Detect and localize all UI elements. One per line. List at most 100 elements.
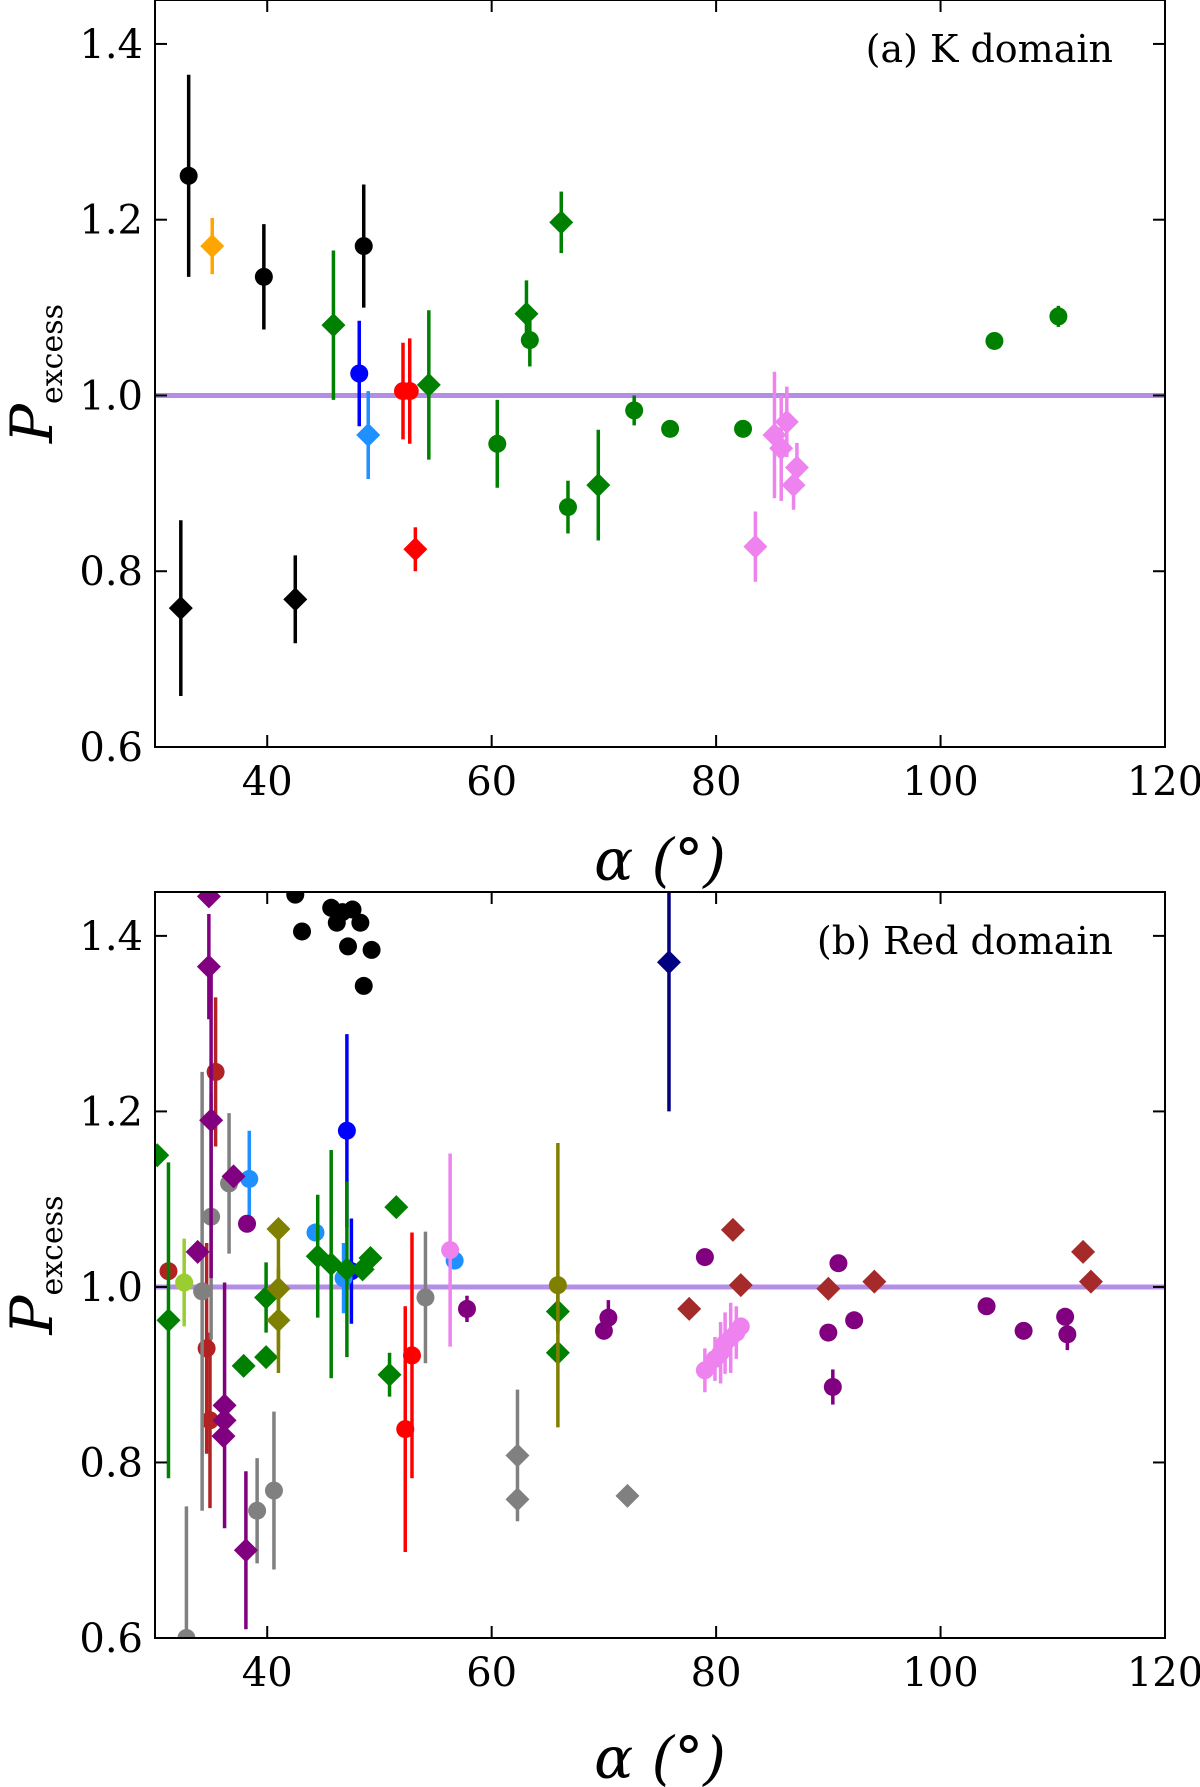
panel-b-point-66 — [211, 1424, 236, 1449]
panel-a-marker-23 — [1049, 307, 1068, 326]
panel-b-point-77 — [845, 1311, 864, 1330]
panel-b-point-89 — [731, 1317, 750, 1336]
panel-b-axes-frame — [154, 891, 1166, 1639]
panel-b-marker-29 — [396, 1420, 415, 1439]
panel-b-marker-49 — [548, 1276, 567, 1295]
panel-a-marker-6 — [350, 364, 369, 383]
panel-b-marker-50 — [177, 1629, 196, 1638]
panel-b-point-81 — [1058, 1318, 1077, 1351]
panel-a-marker-13 — [488, 434, 507, 453]
panel-b-point-9 — [354, 976, 373, 995]
panel-a-marker-11 — [321, 313, 346, 338]
panel-a-y-tick-label-3: 1.2 — [79, 198, 143, 244]
panel-a-point-13 — [488, 399, 507, 488]
panel-a-y-tick-label-0: 0.6 — [79, 725, 143, 771]
panel-b-marker-61 — [196, 954, 221, 979]
panel-b-marker-76 — [829, 1254, 848, 1273]
panel-k-domain: 40 60 80 100 120 0.6 0.8 1.0 1.2 1.4 (a) K domain… — [0, 0, 1200, 894]
panel-b-marker-9 — [354, 976, 373, 995]
panel-b-point-2 — [293, 922, 312, 941]
panel-a-point-21 — [734, 419, 753, 438]
panel-a-marker-20 — [661, 419, 680, 438]
panel-b-marker-82 — [441, 1241, 460, 1260]
panel-a-axes-frame — [154, 0, 1166, 748]
panel-b-marker-68 — [238, 1214, 257, 1233]
panel-red-domain: 40 60 80 100 120 0.6 0.8 1.0 1.2 1.4 (b) Red doma… — [0, 891, 1200, 1787]
panel-b-point-29 — [396, 1306, 415, 1552]
panel-b-point-67 — [221, 1164, 246, 1189]
panel-a-marker-18 — [586, 473, 611, 498]
panel-a-marker-4 — [283, 587, 308, 612]
panel-a-y-axis-symbol: P — [0, 403, 66, 444]
panel-b-marker-30 — [402, 1346, 421, 1365]
panel-b-marker-6 — [339, 937, 358, 956]
panel-a-point-19 — [625, 395, 644, 426]
panel-b-point-69 — [233, 1471, 258, 1630]
panel-b-marker-72 — [599, 1308, 618, 1327]
panel-b-point-0 — [265, 892, 270, 893]
panel-b-marker-63 — [185, 1239, 210, 1264]
panel-a-marker-3 — [168, 596, 193, 621]
panel-b-x-tick-label-2: 80 — [691, 1650, 742, 1696]
panel-b-marker-22 — [677, 1296, 702, 1321]
panel-b-point-38 — [334, 1181, 359, 1358]
panel-a-marker-22 — [985, 331, 1004, 350]
panel-b-marker-31 — [155, 1143, 170, 1168]
panel-b-marker-45 — [175, 1273, 194, 1292]
panel-b-point-11 — [656, 892, 681, 1112]
panel-a-marker-1 — [254, 267, 273, 286]
panel-b-point-45 — [175, 1238, 194, 1327]
panel-b-marker-60 — [196, 892, 221, 909]
panel-b-point-56 — [416, 1231, 435, 1364]
panel-a-x-tick-label-1: 60 — [466, 759, 517, 805]
panel-b-y-tick-label-3: 1.2 — [79, 1089, 143, 1135]
panel-b-point-14 — [240, 1130, 259, 1228]
panel-b-marker-20 — [200, 1411, 219, 1430]
panel-b-point-80 — [1056, 1307, 1075, 1326]
panel-b-marker-65 — [212, 1408, 237, 1433]
panel-b-point-24 — [728, 1273, 753, 1298]
panel-a-marker-15 — [520, 331, 539, 350]
panel-b-point-7 — [343, 900, 362, 919]
panel-b-marker-7 — [343, 900, 362, 919]
panel-b-marker-1 — [286, 892, 305, 904]
panel-a-point-11 — [321, 250, 346, 400]
panel-b-marker-0 — [265, 892, 270, 893]
panel-a-point-3 — [168, 520, 193, 697]
panel-b-point-15 — [306, 1223, 325, 1242]
panel-b-marker-8 — [351, 913, 370, 932]
panel-a-marker-24 — [743, 534, 768, 559]
panel-b-label: (b) Red domain — [817, 919, 1113, 963]
panel-a-point-4 — [283, 555, 308, 644]
panel-b-marker-70 — [457, 1299, 476, 1318]
panel-b-marker-41 — [377, 1362, 402, 1387]
panel-b-point-78 — [977, 1297, 996, 1316]
panel-b-y-axis-symbol: P — [0, 1295, 66, 1336]
panel-b-marker-14 — [240, 1169, 259, 1188]
panel-a-marker-27 — [774, 409, 799, 434]
panel-b-point-76 — [829, 1254, 848, 1273]
panel-a-marker-17 — [558, 498, 577, 517]
panel-b-marker-57 — [505, 1443, 530, 1468]
panel-a-point-20 — [661, 419, 680, 438]
panel-a-marker-16 — [549, 210, 574, 235]
panel-b-point-75 — [823, 1369, 842, 1405]
panel-b-point-26 — [862, 1269, 887, 1294]
panel-a-x-tick-label-2: 80 — [691, 759, 742, 805]
panel-a-point-27 — [774, 386, 799, 457]
panel-a-x-tick-label-0: 40 — [242, 759, 293, 805]
panel-a-y-axis-subscript: excess — [35, 304, 70, 404]
panel-a-x-tick-label-4: 120 — [1127, 759, 1200, 805]
panel-b-point-30 — [402, 1232, 421, 1479]
panel-b-y-tick-label-1: 0.8 — [79, 1440, 143, 1486]
panel-b-point-36 — [305, 1194, 330, 1318]
panel-a-plot-area — [155, 74, 1165, 697]
panel-b-marker-34 — [254, 1345, 279, 1370]
panel-b-point-65 — [212, 1408, 237, 1433]
panel-b-y-tick-label-4: 1.4 — [79, 914, 143, 960]
panel-a-label: (a) K domain — [866, 27, 1113, 71]
panel-b-point-63 — [185, 1239, 210, 1264]
panel-b-marker-62 — [199, 1108, 224, 1133]
panel-b-y-axis-title: Pexcess — [0, 1195, 70, 1335]
panel-b-point-79 — [1014, 1321, 1033, 1340]
